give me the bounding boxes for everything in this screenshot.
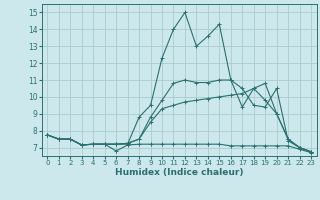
X-axis label: Humidex (Indice chaleur): Humidex (Indice chaleur)	[115, 168, 244, 177]
